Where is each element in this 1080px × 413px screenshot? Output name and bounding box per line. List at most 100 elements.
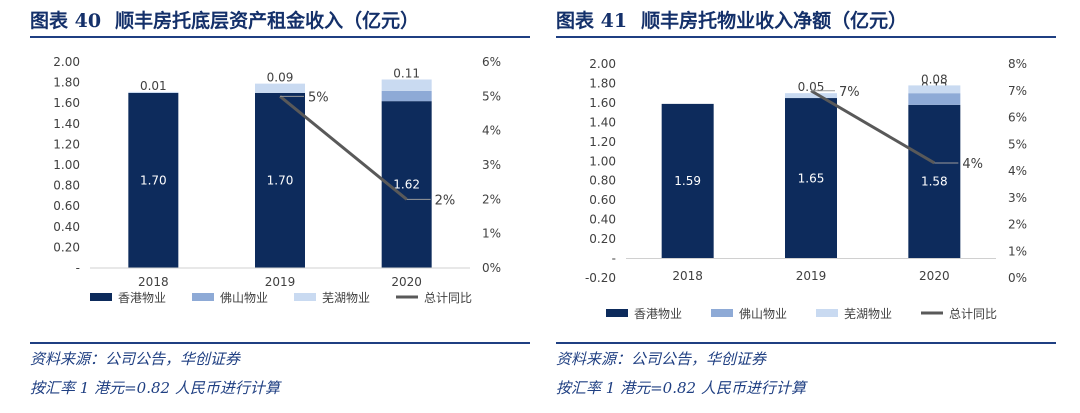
data-label: 1.62 [393,178,420,192]
y-tick-label: - [76,261,80,275]
legend-label: 芜湖物业 [322,290,370,305]
y-tick-label: 1.80 [589,76,616,90]
source-note: 资料来源：公司公告，华创证券 [556,350,767,368]
bar-segment [908,93,961,105]
y-tick-label: 1.60 [589,96,616,110]
exchange-rate-note: 按汇率 1 港元=0.82 人民币进行计算 [30,379,280,397]
y-tick-label: 0.80 [53,179,80,193]
data-label: 0.01 [140,79,167,93]
y-tick-label: 0.80 [589,174,616,188]
x-tick-label: 2018 [672,269,703,283]
title-text: 顺丰房托底层资产租金收入（亿元） [115,10,420,32]
data-label: 1.59 [674,174,701,188]
bar-segment [785,93,837,99]
y-tick-label: - [612,252,616,266]
chart-panel-41: 图表 41 顺丰房托物业收入净额（亿元） -0.20-0.20 0.40 0.60 0.… [556,0,1056,413]
bar-segment [785,98,837,259]
x-tick-label: 2020 [919,269,950,283]
bar-segment [661,103,714,259]
y2-tick-label: 2% [482,192,501,206]
data-label: 1.70 [140,173,167,187]
y-tick-label: 1.00 [589,154,616,168]
data-label: 1.58 [921,175,948,189]
y-tick-label: 1.20 [589,135,616,149]
legend-swatch [192,293,214,301]
rental-income-chart: - 0.20 0.40 0.60 0.80 1.00 1.20 1.40 1.60 1.80 2.0… [53,55,501,305]
y-tick-label: 0.40 [53,220,80,234]
y2-tick-label: 5% [482,89,501,103]
data-label: 1.70 [267,173,294,187]
yoy-line [810,89,936,165]
y2-tick-label: 4% [1008,164,1027,178]
y2-tick-label: 2% [1008,218,1027,232]
legend-swatch [606,309,628,317]
y2-tick-label: 1% [1008,244,1027,258]
title-rule [30,36,530,38]
legend-swatch [816,309,838,317]
line-data-label: 5% [308,90,329,105]
y-tick-label: 0.20 [589,232,616,246]
title-number: 图表 40 [30,10,102,32]
y2-tick-label: 4% [482,124,501,138]
legend-swatch [711,309,733,317]
exchange-rate-note: 按汇率 1 港元=0.82 人民币进行计算 [556,379,806,397]
bar-segment [128,92,179,269]
y2-tick-label: 7% [1008,84,1027,98]
y-tick-label: 0.60 [53,199,80,213]
bar-segment [128,91,179,93]
x-tick-label: 2019 [796,269,827,283]
line-data-label: 4% [962,157,983,172]
y-tick-label: 1.20 [53,137,80,151]
y-tick-label: 1.40 [589,115,616,129]
data-label: 0.08 [921,72,948,86]
source-rule [30,342,530,344]
bar-segment [908,85,961,94]
title-number: 图表 41 [556,10,628,32]
net-property-income-chart: -0.20-0.200.400.600.801.001.201.401.601.… [585,57,1027,321]
legend-label: 佛山物业 [220,291,268,305]
y-tick-label: 1.40 [53,117,80,131]
x-tick-label: 2020 [391,275,422,289]
legend-label: 香港物业 [118,291,166,305]
source-note: 资料来源：公司公告，华创证券 [30,350,241,368]
title-text: 顺丰房托物业收入净额（亿元） [641,10,908,32]
bar-segment [255,83,305,93]
y-tick-label: 1.00 [53,158,80,172]
y2-tick-label: 8% [1008,57,1027,71]
legend-swatch [90,293,112,301]
legend-swatch [294,293,316,301]
y-tick-label: 1.80 [53,76,80,90]
bar-segment [381,79,432,91]
chart-title: 图表 40 顺丰房托底层资产租金收入（亿元） [30,6,530,36]
x-tick-label: 2018 [138,275,169,289]
y2-tick-label: 6% [482,55,501,69]
chart-title: 图表 41 顺丰房托物业收入净额（亿元） [556,6,1056,36]
bar-segment [255,92,305,269]
data-label: 0.09 [267,71,294,85]
y2-tick-label: 0% [482,261,501,275]
y-tick-label: -0.20 [585,271,616,285]
y2-tick-label: 3% [1008,191,1027,205]
yoy-line [279,95,408,201]
y-tick-label: 0.40 [589,213,616,227]
legend-label: 香港物业 [634,307,682,321]
line-data-label: 2% [435,193,456,208]
x-tick-label: 2019 [265,275,296,289]
legend-label: 佛山物业 [739,307,787,321]
y2-tick-label: 6% [1008,111,1027,125]
y-tick-label: 2.00 [589,57,616,71]
y-tick-label: 0.20 [53,240,80,254]
legend-label: 总计同比 [949,307,997,321]
y2-tick-label: 0% [1008,271,1027,285]
chart-panel-40: 图表 40 顺丰房托底层资产租金收入（亿元） - 0.20 0.40 0.60 0.80 1… [30,0,530,413]
y2-tick-label: 3% [482,158,501,172]
y2-tick-label: 5% [1008,137,1027,151]
data-label: 1.65 [798,171,825,185]
y-tick-label: 1.60 [53,96,80,110]
y2-tick-label: 1% [482,227,501,241]
bar-segment [381,90,432,102]
bar-segment [908,104,961,259]
legend-label: 总计同比 [424,291,472,305]
legend-label: 芜湖物业 [844,306,892,321]
title-rule [556,36,1056,38]
